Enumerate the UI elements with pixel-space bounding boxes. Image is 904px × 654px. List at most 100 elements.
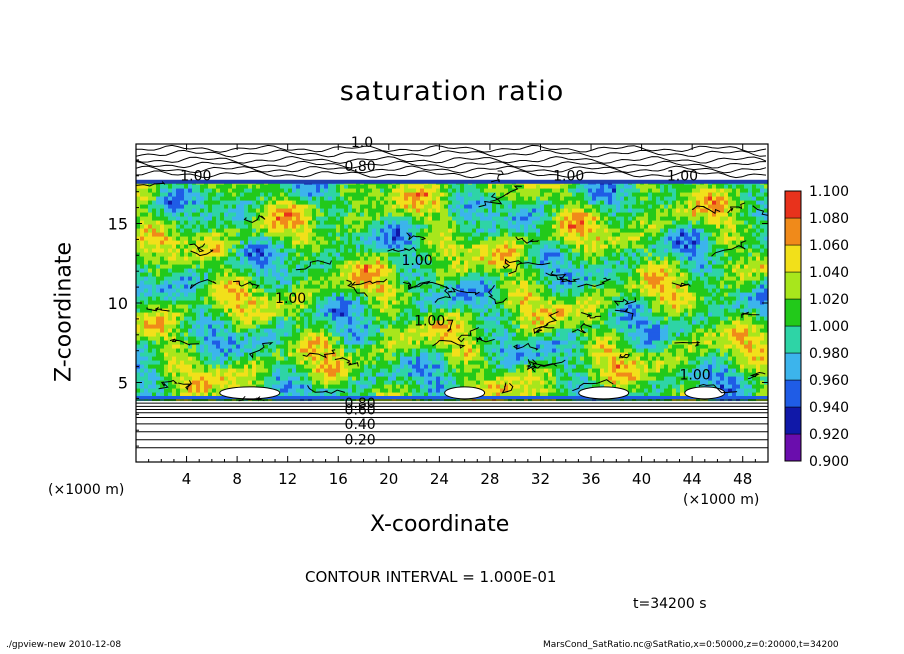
colorbar-label: 1.080 xyxy=(809,211,849,227)
contour-line xyxy=(490,185,522,202)
contour-line xyxy=(238,395,265,402)
contour-line xyxy=(169,338,200,346)
colorbar-swatch xyxy=(784,406,802,435)
contour-label: 1.00 xyxy=(275,291,306,307)
contour-line xyxy=(136,180,166,187)
contour-line xyxy=(533,326,555,335)
contour-line xyxy=(406,232,427,241)
contour-label: 0.80 xyxy=(345,396,376,412)
contour-line xyxy=(571,322,592,334)
white-region xyxy=(684,386,726,400)
white-region xyxy=(219,386,281,400)
colorbar-swatch xyxy=(784,433,802,462)
contour-line xyxy=(671,282,691,288)
contour-line xyxy=(302,349,336,359)
contour-line xyxy=(501,382,514,394)
contour-line xyxy=(248,342,274,359)
colorbar-label: 0.920 xyxy=(809,427,849,443)
contour-line xyxy=(478,192,503,208)
contour-line xyxy=(748,371,766,380)
colorbar-swatch xyxy=(784,298,802,327)
colorbar-label: 0.960 xyxy=(809,373,849,389)
colorbar-swatch xyxy=(784,190,802,219)
time-annotation: t=34200 s xyxy=(633,596,707,612)
x-tick-label: 44 xyxy=(683,470,702,488)
contour-label: 1.0 xyxy=(351,135,373,151)
footer-program: ./gpview-new 2010-12-08 xyxy=(6,640,122,650)
contour-line xyxy=(146,306,170,312)
contour-line xyxy=(446,319,454,332)
contour-line xyxy=(526,359,538,371)
contour-label: 0.20 xyxy=(345,433,376,449)
contour-line xyxy=(434,285,452,303)
x-tick-label: 28 xyxy=(480,470,499,488)
y-tick-label: 10 xyxy=(108,294,128,313)
contour-line xyxy=(487,285,508,305)
contour-line xyxy=(158,379,178,390)
contour-label: 1.00 xyxy=(667,169,698,185)
x-tick-label: 40 xyxy=(632,470,651,488)
contour-line xyxy=(545,272,580,283)
colorbar-frame xyxy=(784,190,802,462)
contour-line xyxy=(232,280,260,290)
y-tick-label: 15 xyxy=(108,215,128,234)
contour-line xyxy=(432,339,466,349)
contour-line xyxy=(577,277,611,288)
contour-line xyxy=(513,342,539,351)
white-region xyxy=(578,386,630,400)
colorbar-swatch xyxy=(784,244,802,273)
upper-contour-line xyxy=(136,165,767,174)
colorbar-swatch xyxy=(784,325,802,354)
contour-line xyxy=(190,249,214,257)
heatmap-field xyxy=(136,144,768,449)
contour-line xyxy=(295,260,332,271)
contour-line xyxy=(502,258,523,269)
x-tick-label: 32 xyxy=(531,470,550,488)
x-tick-label: 20 xyxy=(379,470,398,488)
x-tick-label: 24 xyxy=(430,470,449,488)
footer-source: MarsCond_SatRatio.nc@SatRatio,x=0:50000,… xyxy=(543,640,839,650)
contour-label: 1.00 xyxy=(414,313,445,329)
contour-line xyxy=(741,311,760,319)
white-region xyxy=(444,386,486,400)
contour-label: 1.00 xyxy=(401,253,432,269)
colorbar-label: 0.980 xyxy=(809,346,849,362)
contour-line xyxy=(408,281,450,290)
contour-label: 0.80 xyxy=(345,159,376,175)
contour-line xyxy=(402,280,431,290)
contour-line xyxy=(727,202,746,214)
contour-line xyxy=(387,246,417,252)
contour-label: 0.60 xyxy=(345,403,376,419)
contour-line xyxy=(189,279,217,289)
colorbar-swatch xyxy=(784,379,802,408)
contour-line xyxy=(613,297,637,307)
chart-title: saturation ratio xyxy=(339,76,565,107)
x-tick-label: 8 xyxy=(232,470,242,488)
contour-line xyxy=(698,383,738,394)
contour-line xyxy=(243,214,266,224)
colorbar-label: 0.900 xyxy=(809,454,849,470)
contour-line xyxy=(614,307,634,320)
colorbar-label: 1.000 xyxy=(809,319,849,335)
contour-interval-note: CONTOUR INTERVAL = 1.000E-01 xyxy=(305,568,557,586)
contour-line xyxy=(490,170,504,183)
contour-line xyxy=(581,312,602,319)
contour-label: 1.00 xyxy=(553,169,584,185)
x-tick-label: 12 xyxy=(278,470,297,488)
upper-contour-line xyxy=(136,170,767,179)
contour-line xyxy=(447,286,480,296)
contour-line xyxy=(752,205,768,216)
upper-contour-line xyxy=(136,160,767,169)
contour-label: 1.00 xyxy=(680,367,711,383)
contour-line xyxy=(691,205,721,215)
upper-contour-line xyxy=(136,155,767,164)
upper-contour-line xyxy=(136,149,767,158)
x-unit-label-right: (×1000 m) xyxy=(683,492,760,508)
contour-line xyxy=(550,270,570,283)
colorbar-label: 0.940 xyxy=(809,400,849,416)
colorbar-label: 1.060 xyxy=(809,238,849,254)
x-tick-label: 4 xyxy=(182,470,192,488)
contour-line xyxy=(475,336,495,343)
contour-line xyxy=(457,326,480,343)
